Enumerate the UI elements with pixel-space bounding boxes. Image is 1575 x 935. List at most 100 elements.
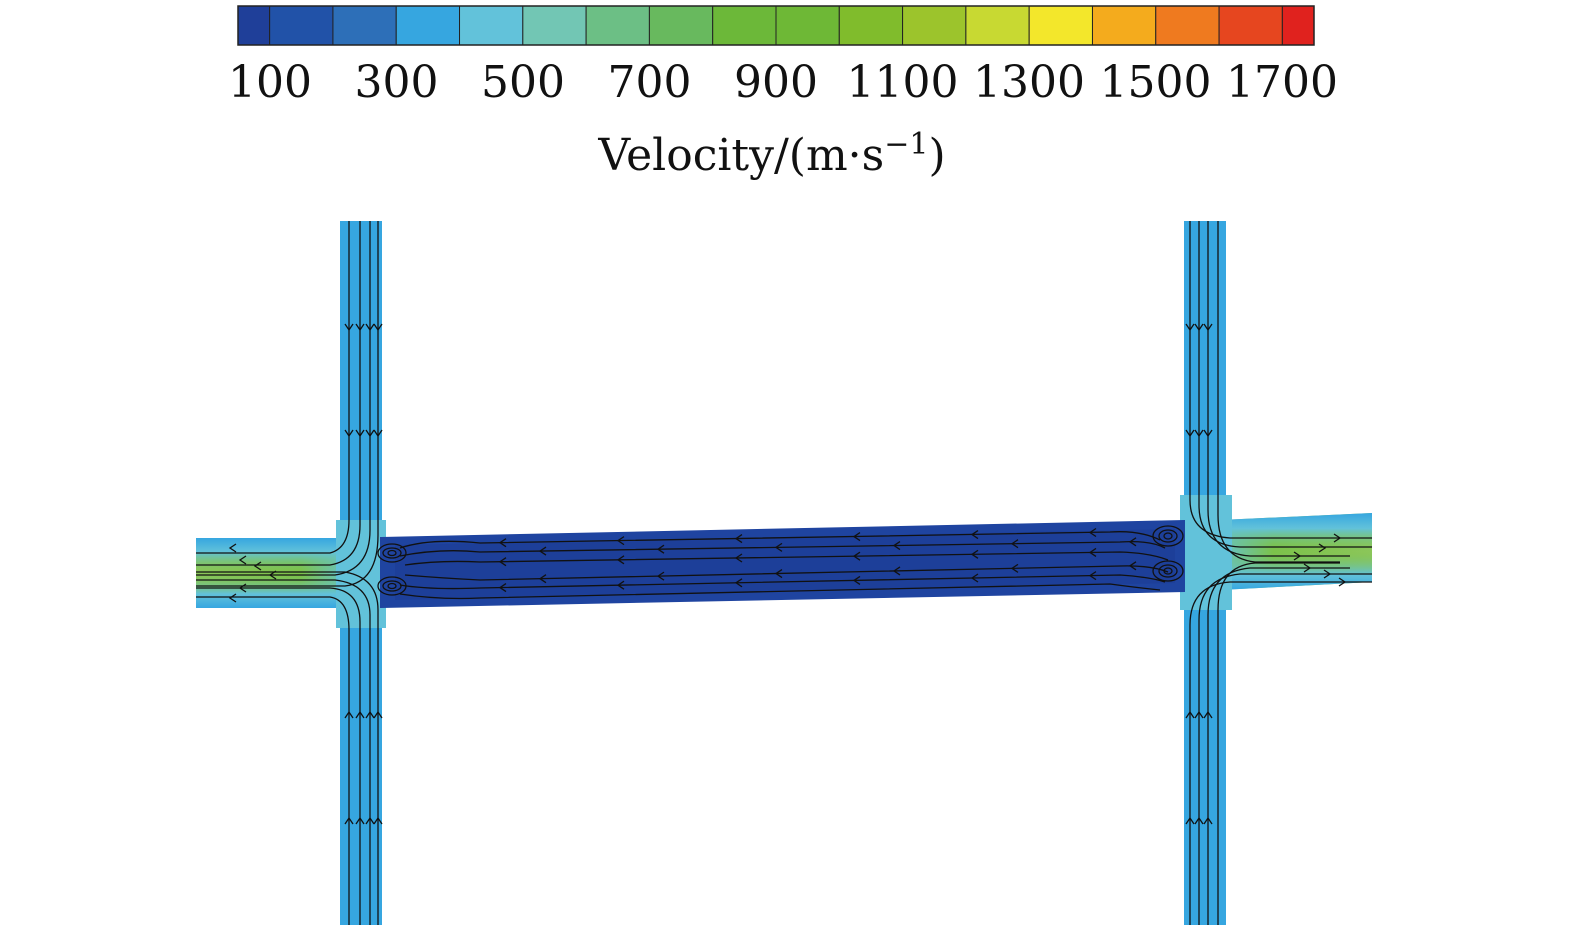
flow-arrow <box>344 710 354 719</box>
flow-arrow <box>365 429 375 438</box>
flow-arrow <box>1128 561 1137 571</box>
flow-arrow <box>373 710 383 719</box>
flow-arrow <box>1323 569 1332 579</box>
branch-streamlines <box>196 221 1372 925</box>
flow-arrow <box>355 323 365 332</box>
flow-arrow <box>344 429 354 438</box>
flow-arrow <box>1293 551 1302 561</box>
colorbar-segment <box>522 5 587 46</box>
flow-arrow <box>355 816 365 825</box>
flow-arrow <box>734 534 743 544</box>
flow-arrow <box>1185 816 1195 825</box>
colorbar-segment <box>395 5 461 46</box>
flow-arrow <box>656 544 665 554</box>
colorbar-title: Velocity/(m·s−1) <box>597 127 945 181</box>
flow-arrow <box>1338 577 1347 587</box>
right-outlet-jet-edge <box>1220 513 1372 590</box>
flow-arrow <box>852 532 861 542</box>
flow-arrow <box>616 580 625 590</box>
flow-arrow <box>344 816 354 825</box>
flow-arrow <box>498 538 507 548</box>
flow-arrow <box>774 568 783 579</box>
colorbar-tick-label: 900 <box>734 57 818 108</box>
flow-arrow <box>1185 429 1195 438</box>
flow-arrow <box>1088 571 1097 581</box>
flow-arrow <box>1318 543 1327 553</box>
flow-arrow <box>970 530 979 540</box>
colorbar-segments <box>237 5 1315 46</box>
flow-arrow <box>253 561 262 571</box>
colorbar-segment <box>459 5 524 46</box>
flow-arrow <box>1010 539 1019 549</box>
colorbar-segment <box>902 5 967 46</box>
flow-arrow <box>538 574 547 584</box>
flow-arrow <box>616 555 625 565</box>
flow-arrow <box>852 575 861 585</box>
colorbar-tick-label: 300 <box>355 57 439 108</box>
flow-arrow <box>1303 563 1312 573</box>
flow-arrow <box>1128 537 1137 547</box>
colorbar-tick-label: 700 <box>608 57 692 108</box>
colorbar-segment <box>269 5 334 46</box>
colorbar-segment <box>775 5 840 46</box>
right-vortices <box>1152 525 1184 582</box>
flow-arrow <box>373 816 383 825</box>
flow-arrow <box>268 570 277 580</box>
colorbar-segment <box>1218 5 1283 46</box>
flow-arrow <box>970 573 979 583</box>
flow-arrow <box>1088 527 1097 538</box>
flow-arrow <box>734 553 743 563</box>
flow-arrow <box>373 323 383 332</box>
flow-arrow <box>238 555 247 565</box>
flow-arrow <box>355 429 365 438</box>
flow-arrow <box>498 583 507 593</box>
colorbar-tick-label: 1300 <box>973 57 1085 108</box>
colorbar-segment <box>332 5 397 46</box>
colorbar-segment <box>1281 5 1315 46</box>
flow-arrow <box>498 557 507 567</box>
flow-arrow <box>373 429 383 438</box>
flow-arrow <box>656 571 665 581</box>
flow-arrow <box>344 323 354 332</box>
flow-field <box>196 221 1372 925</box>
flow-arrow <box>774 542 783 552</box>
colorbar-tick-label: 1100 <box>847 57 959 108</box>
flow-arrow <box>1194 710 1204 719</box>
colorbar-tick-label: 1700 <box>1226 57 1338 108</box>
flow-arrow <box>1194 429 1204 438</box>
flow-arrow <box>616 536 625 546</box>
colorbar-segment <box>1155 5 1220 46</box>
colorbar-segment <box>712 5 777 46</box>
flow-arrow <box>734 578 743 588</box>
flow-arrow <box>228 543 237 553</box>
main-channel-core <box>395 529 1175 600</box>
colorbar-frame <box>237 5 1315 46</box>
flow-arrow <box>228 593 237 603</box>
flow-arrow <box>1203 816 1213 825</box>
flow-arrow <box>1185 323 1195 332</box>
flow-arrow <box>365 323 375 332</box>
flow-arrow <box>1185 710 1195 719</box>
flow-arrows <box>228 323 1347 825</box>
flow-arrow <box>355 710 365 719</box>
flow-arrow <box>892 566 901 576</box>
flow-arrow <box>852 551 861 561</box>
flow-arrow <box>1203 429 1213 438</box>
flow-arrow <box>1203 323 1213 332</box>
colorbar-segment <box>585 5 650 46</box>
flow-arrow <box>365 710 375 719</box>
left-outlet-jet-edge <box>196 538 346 608</box>
colorbar-segment <box>1028 5 1093 46</box>
colorbar-tick-label: 100 <box>228 57 312 108</box>
flow-arrow <box>1333 533 1342 543</box>
left-vortices <box>377 543 407 596</box>
flow-arrow <box>1203 710 1213 719</box>
colorbar-tick-label: 500 <box>481 57 565 108</box>
colorbar-segment <box>838 5 904 46</box>
flow-arrow <box>892 540 901 551</box>
colorbar-tick-label: 1500 <box>1100 57 1212 108</box>
colorbar-segment <box>648 5 714 46</box>
colorbar-segment <box>965 5 1030 46</box>
flow-arrow <box>538 546 547 556</box>
